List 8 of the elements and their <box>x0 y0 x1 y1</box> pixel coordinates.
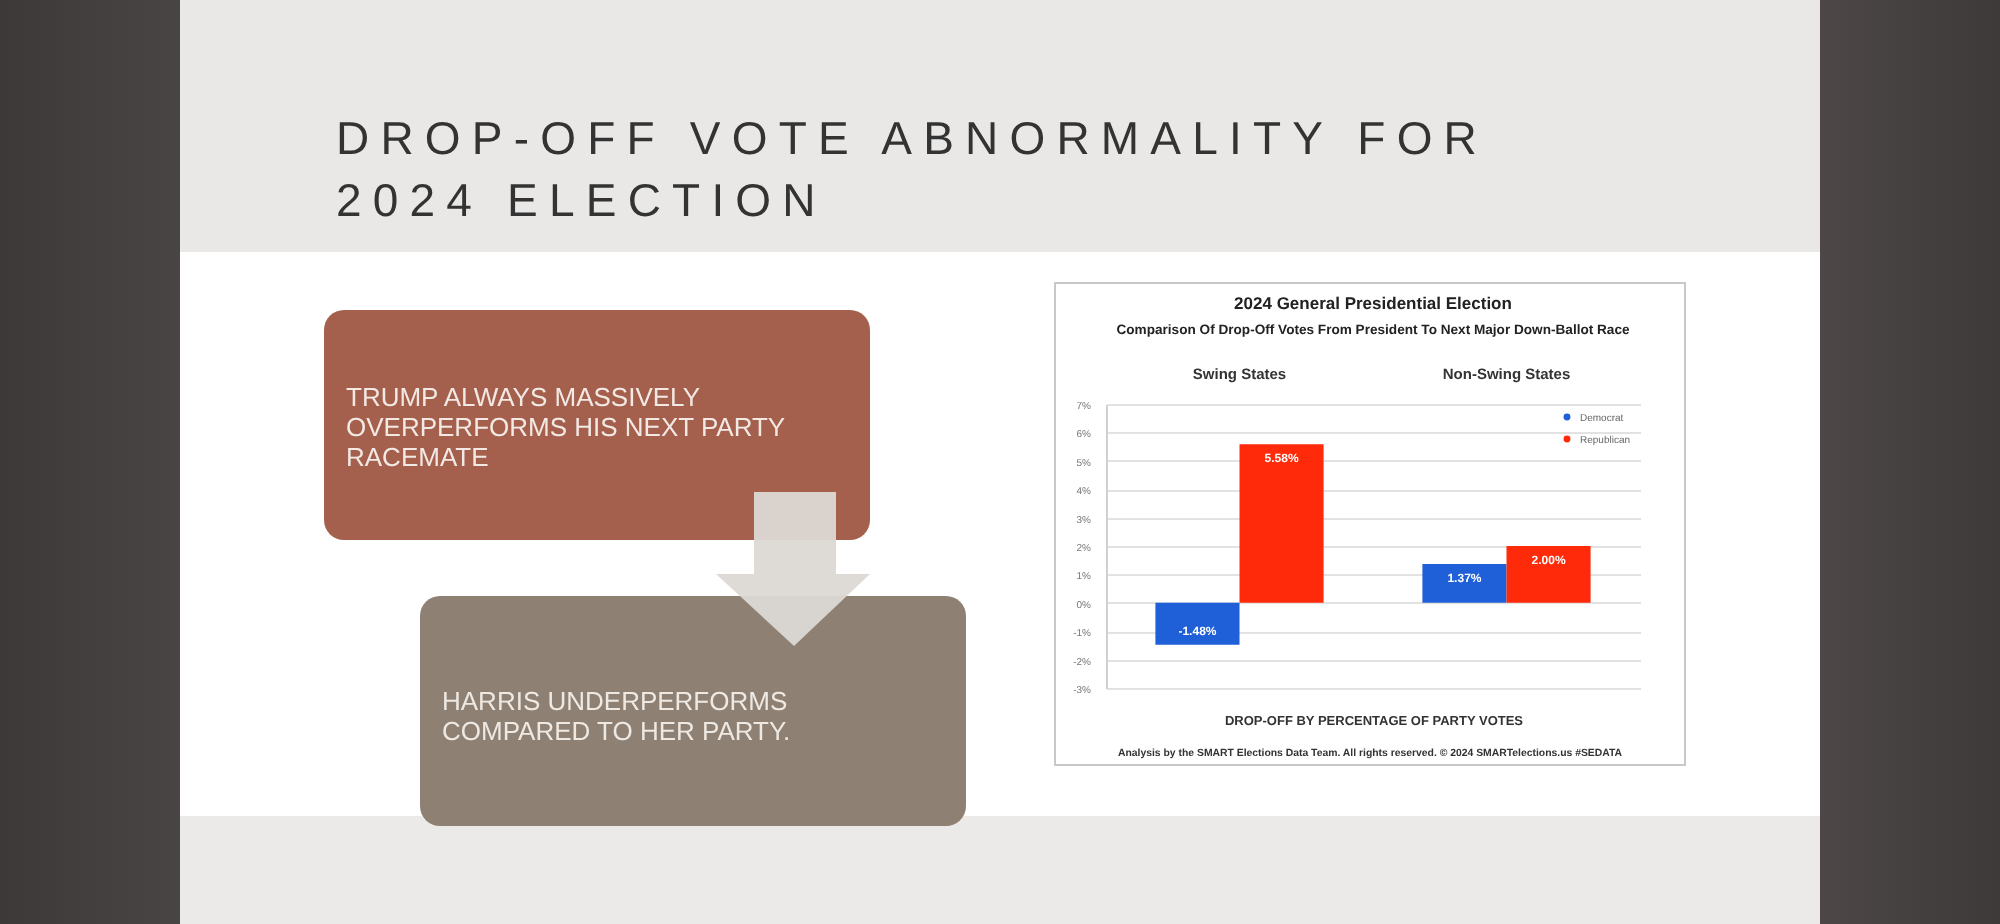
text: DROP-OFF VOTE ABNORMALITY FOR 2024 ELECTION <box>336 110 1491 230</box>
text-box: TRUMP ALWAYS MASSIVELY OVERPERFORMS HIS NEXT PARTY RACEMATE <box>324 310 870 540</box>
bar <box>1506 546 1591 603</box>
bar <box>1422 563 1507 603</box>
bar <box>1155 602 1240 645</box>
bar <box>1239 444 1324 603</box>
text-box: HARRIS UNDERPERFORMS COMPARED TO HER PARTY. <box>420 596 966 826</box>
chart-title: 2024 General Presidential Election <box>1234 293 1512 314</box>
